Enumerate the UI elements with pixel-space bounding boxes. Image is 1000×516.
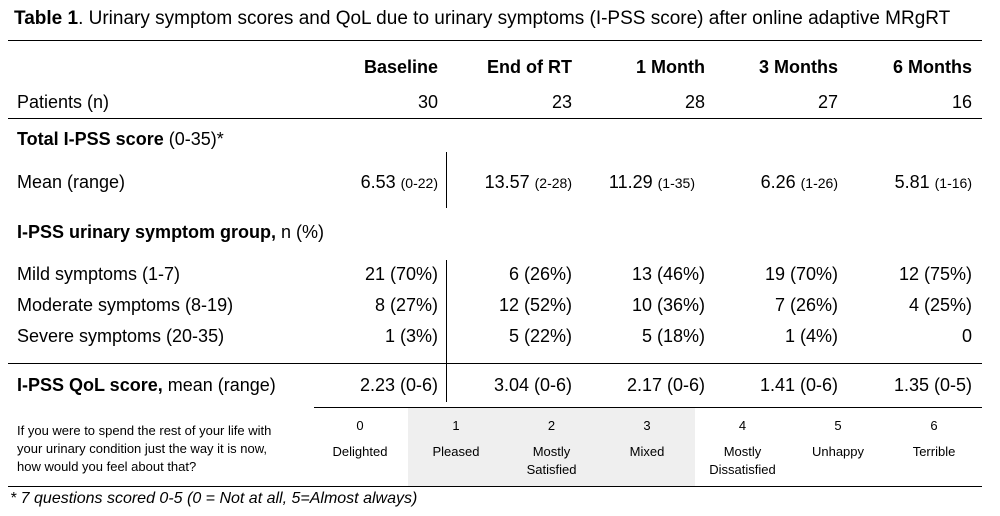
table-caption-text: . Urinary symptom scores and QoL due to … xyxy=(78,8,951,29)
scale-item-2: 2 Mostly Satisfied xyxy=(504,417,599,479)
mild-1-month: 13 (46%) xyxy=(631,264,705,284)
section-symptom-group-bold: I-PSS urinary symptom group, xyxy=(17,222,277,242)
scale-item-4: 4 Mostly Dissatisfied xyxy=(695,417,790,479)
scale-item-1-number: 1 xyxy=(452,418,460,433)
qol-6-months: 1.35 (0-5) xyxy=(893,375,972,395)
col-header-1-month: 1 Month xyxy=(636,57,705,77)
scale-item-2-label: Mostly xyxy=(532,444,571,459)
qol-3-months: 1.41 (0-6) xyxy=(759,375,838,395)
col-header-6-months: 6 Months xyxy=(893,57,972,77)
scale-item-2-label-2: Satisfied xyxy=(526,462,577,477)
scale-item-3: 3 Mixed xyxy=(599,417,695,461)
scale-item-1-label: Pleased xyxy=(432,444,480,459)
mean-baseline-range: (0-22) xyxy=(400,175,438,191)
rule-scale-top xyxy=(314,407,982,408)
row-label-moderate: Moderate symptoms (8-19) xyxy=(17,295,234,315)
qol-baseline: 2.23 (0-6) xyxy=(359,375,438,395)
severe-1-month: 5 (18%) xyxy=(641,326,705,346)
mild-end-of-rt: 6 (26%) xyxy=(508,264,572,284)
scale-item-4-label-2: Dissatisfied xyxy=(709,462,776,477)
row-label-qol-bold: I-PSS QoL score, xyxy=(17,375,163,395)
mean-3-months-value: 6.26 xyxy=(760,172,796,192)
row-label-severe: Severe symptoms (20-35) xyxy=(17,326,225,346)
mean-end-of-rt-range: (2-28) xyxy=(534,175,572,191)
scale-item-0-number: 0 xyxy=(356,418,364,433)
moderate-end-of-rt: 12 (52%) xyxy=(498,295,572,315)
mild-6-months: 12 (75%) xyxy=(898,264,972,284)
moderate-baseline: 8 (27%) xyxy=(374,295,438,315)
mean-end-of-rt-value: 13.57 xyxy=(484,172,530,192)
mean-1-month: 11.29 (1-35) xyxy=(609,171,695,194)
divider-mean xyxy=(446,152,447,208)
scale-item-1: 1 Pleased xyxy=(408,417,504,461)
table-footnote: * 7 questions scored 0-5 (0 = Not at all… xyxy=(10,490,418,507)
severe-end-of-rt: 5 (22%) xyxy=(508,326,572,346)
divider-groups xyxy=(446,260,447,402)
qol-question-line-1: If you were to spend the rest of your li… xyxy=(17,423,272,438)
patients-1-month: 28 xyxy=(684,92,705,112)
scale-item-0-label: Delighted xyxy=(332,444,388,459)
row-label-patients: Patients (n) xyxy=(17,92,110,112)
scale-item-3-number: 3 xyxy=(643,418,651,433)
rule-top xyxy=(8,40,982,41)
qol-end-of-rt: 3.04 (0-6) xyxy=(493,375,572,395)
severe-6-months: 0 xyxy=(961,326,972,346)
scale-item-2-number: 2 xyxy=(547,418,556,433)
moderate-3-months: 7 (26%) xyxy=(774,295,838,315)
scale-item-5: 5 Unhappy xyxy=(790,417,886,461)
col-header-3-months: 3 Months xyxy=(759,57,838,77)
mild-3-months: 19 (70%) xyxy=(764,264,838,284)
moderate-6-months: 4 (25%) xyxy=(908,295,972,315)
scale-item-5-label: Unhappy xyxy=(811,444,865,459)
qol-question-line-2: your urinary condition just the way it i… xyxy=(17,441,268,456)
mean-baseline-value: 6.53 xyxy=(360,172,396,192)
scale-item-6-number: 6 xyxy=(930,418,938,433)
scale-item-6-label: Terrible xyxy=(912,444,956,459)
row-label-qol-rest: mean (range) xyxy=(162,375,276,395)
mean-1-month-value: 11.29 xyxy=(608,172,653,192)
row-label-mean-range: Mean (range) xyxy=(17,172,126,192)
scale-shading xyxy=(408,408,695,486)
patients-end-of-rt: 23 xyxy=(551,92,572,112)
row-label-qol: I-PSS QoL score, mean (range) xyxy=(17,374,276,396)
rule-after-patients xyxy=(8,118,982,119)
severe-3-months: 1 (4%) xyxy=(784,326,838,346)
section-total-ipss-bold: Total I-PSS score xyxy=(17,129,164,149)
section-symptom-group-rest: n (%) xyxy=(276,222,325,242)
table-label: Table 1 xyxy=(14,8,79,29)
patients-3-months: 27 xyxy=(817,92,838,112)
mean-6-months: 5.81 (1-16) xyxy=(895,171,972,194)
mean-6-months-value: 5.81 xyxy=(894,172,930,192)
qol-1-month: 2.17 (0-6) xyxy=(626,375,705,395)
qol-question-line-3: how would you feel about that? xyxy=(17,459,197,474)
moderate-1-month: 10 (36%) xyxy=(631,295,705,315)
scale-item-4-label: Mostly xyxy=(723,444,762,459)
section-symptom-group: I-PSS urinary symptom group, n (%) xyxy=(17,221,324,243)
section-total-ipss-rest: (0-35)* xyxy=(163,129,224,149)
qol-question: If you were to spend the rest of your li… xyxy=(17,422,271,476)
section-total-ipss: Total I-PSS score (0-35)* xyxy=(17,128,224,150)
table-caption: Table 1. Urinary symptom scores and QoL … xyxy=(14,8,950,30)
scale-item-5-number: 5 xyxy=(834,418,842,433)
scale-item-3-label: Mixed xyxy=(629,444,665,459)
scale-item-4-number: 4 xyxy=(738,418,747,433)
col-header-baseline: Baseline xyxy=(363,57,438,77)
patients-baseline: 30 xyxy=(417,92,438,112)
patients-6-months: 16 xyxy=(951,92,972,112)
mean-baseline: 6.53 (0-22) xyxy=(361,171,438,194)
mean-end-of-rt: 13.57 (2-28) xyxy=(485,171,572,194)
scale-item-0: 0 Delighted xyxy=(314,417,406,461)
mean-3-months: 6.26 (1-26) xyxy=(761,171,838,194)
row-label-mild: Mild symptoms (1-7) xyxy=(17,264,181,284)
mean-3-months-range: (1-26) xyxy=(800,175,838,191)
severe-baseline: 1 (3%) xyxy=(384,326,438,346)
mean-6-months-range: (1-16) xyxy=(934,175,972,191)
mean-1-month-range: (1-35) xyxy=(657,175,695,191)
rule-bottom xyxy=(8,486,982,487)
scale-item-6: 6 Terrible xyxy=(886,417,982,461)
rule-before-qol xyxy=(8,363,982,364)
mild-baseline: 21 (70%) xyxy=(364,264,438,284)
col-header-end-of-rt: End of RT xyxy=(487,57,572,77)
